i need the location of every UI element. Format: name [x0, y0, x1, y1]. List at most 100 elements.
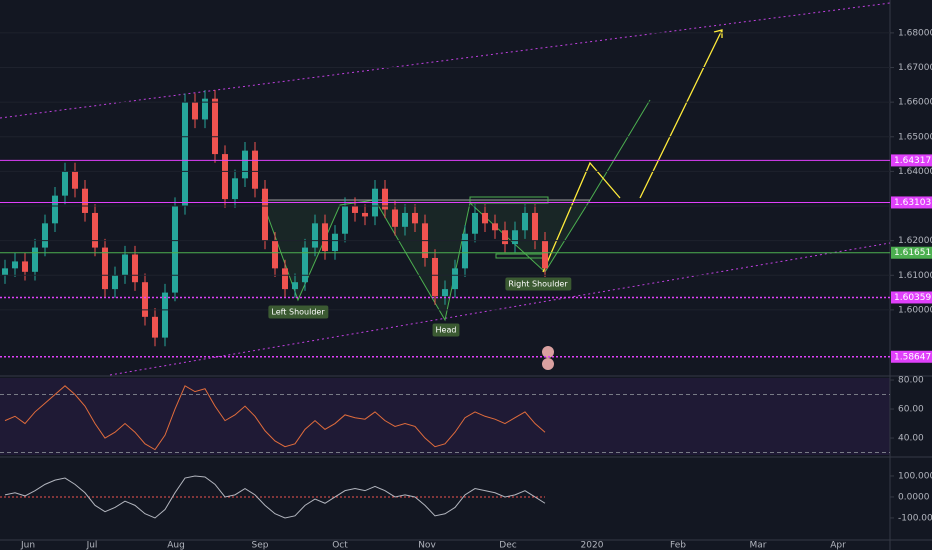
y-tick-label: 1.65000: [898, 132, 932, 142]
pattern-shape: [261, 199, 591, 322]
y-tick-label: 40.00: [898, 434, 924, 444]
candle-body: [452, 268, 458, 290]
y-tick-label: 0.0000: [898, 492, 930, 502]
candle-body: [492, 223, 498, 231]
y-tick-label: 1.67000: [898, 63, 932, 73]
candle-body: [332, 233, 338, 252]
x-tick-label: Feb: [670, 541, 686, 550]
candle-body: [522, 212, 528, 231]
candle-body: [392, 209, 398, 227]
level-tag: [891, 350, 932, 363]
candle-body: [482, 212, 488, 224]
candle-body: [232, 178, 238, 200]
candle-body: [182, 102, 188, 207]
event-icon[interactable]: [542, 346, 554, 358]
y-tick-label: 100.0000: [898, 471, 932, 481]
candle-body: [92, 212, 98, 248]
pattern-label: Left Shoulder: [271, 308, 325, 317]
rsi-background: [0, 378, 890, 455]
candle-body: [362, 212, 368, 217]
level-label: 1.60359: [894, 293, 931, 303]
candle-body: [132, 254, 138, 283]
candle-body: [292, 282, 298, 290]
candle-body: [192, 102, 198, 120]
level-tag: [891, 291, 932, 304]
marks: [2, 90, 548, 347]
x-tick-label: Sep: [252, 541, 269, 550]
x-tick-label: 2020: [581, 541, 604, 550]
y-tick-label: 1.66000: [898, 98, 932, 108]
candle-body: [242, 150, 248, 179]
level-tag: [891, 246, 932, 259]
candle-body: [542, 240, 548, 269]
candle-body: [322, 223, 328, 252]
candle-body: [12, 261, 18, 269]
candle-body: [152, 316, 158, 338]
event-icon[interactable]: [542, 358, 554, 370]
pattern-label: Head: [436, 326, 457, 335]
y-tick-label: 1.60000: [898, 305, 932, 315]
candle-body: [382, 188, 388, 210]
candle-body: [172, 206, 178, 293]
candle-body: [462, 233, 468, 269]
x-tick-label: Oct: [332, 541, 348, 550]
candle-body: [72, 171, 78, 189]
candle-body: [502, 230, 508, 245]
pattern-label-box: [268, 305, 329, 319]
target-line: [589, 99, 651, 201]
candle-body: [82, 188, 88, 213]
candle-body: [22, 261, 28, 272]
x-tick-label: Aug: [167, 541, 185, 550]
y-tick-label: 1.61000: [898, 271, 932, 281]
y-tick-label: 1.68000: [898, 28, 932, 38]
x-tick-label: Nov: [418, 541, 436, 550]
candle-body: [112, 275, 118, 290]
arrow-head: [713, 29, 723, 38]
pattern-label-box: [505, 277, 572, 291]
candle-body: [142, 282, 148, 317]
y-tick-label: 1.62000: [898, 236, 932, 246]
x-tick-label: Mar: [750, 541, 767, 550]
candle-body: [302, 247, 308, 283]
candle-body: [342, 206, 348, 234]
level-tag: [891, 196, 932, 209]
candle-body: [402, 212, 408, 227]
candle-body: [352, 206, 358, 213]
level-label: 1.63103: [894, 198, 931, 208]
candle-body: [252, 150, 258, 189]
x-tick-label: Dec: [499, 541, 516, 550]
candle-body: [162, 292, 168, 338]
pattern-label: Right Shoulder: [508, 280, 568, 289]
level-label: 1.58647: [894, 352, 931, 362]
candle-body: [212, 98, 218, 155]
level-tag: [891, 154, 932, 167]
candle-body: [52, 195, 58, 224]
x-tick-label: Jun: [20, 541, 35, 550]
oscillator-line: [4, 475, 546, 519]
y-tick-label: -100.0000: [898, 513, 932, 523]
y-tick-label: 80.00: [898, 376, 924, 386]
candle-body: [102, 247, 108, 290]
candle-body: [412, 212, 418, 224]
candle-body: [512, 230, 518, 245]
candle-body: [532, 212, 538, 241]
x-tick-label: Apr: [830, 541, 846, 550]
candle-body: [442, 289, 448, 297]
rsi-line: [4, 385, 546, 451]
candle-body: [202, 98, 208, 120]
candle-body: [2, 268, 8, 276]
candle-body: [262, 188, 268, 241]
candle-body: [272, 240, 278, 269]
y-tick-label: 1.64000: [898, 167, 932, 177]
pattern-label-box: [432, 323, 460, 337]
candle-body: [62, 171, 68, 196]
box: [469, 196, 549, 204]
candle-body: [282, 268, 288, 290]
candle-body: [312, 223, 318, 248]
y-tick-label: 60.00: [898, 405, 924, 415]
candle-body: [222, 154, 228, 200]
level-label: 1.64317: [894, 156, 931, 166]
projection-arrow: [639, 29, 723, 199]
candle-body: [42, 223, 48, 248]
